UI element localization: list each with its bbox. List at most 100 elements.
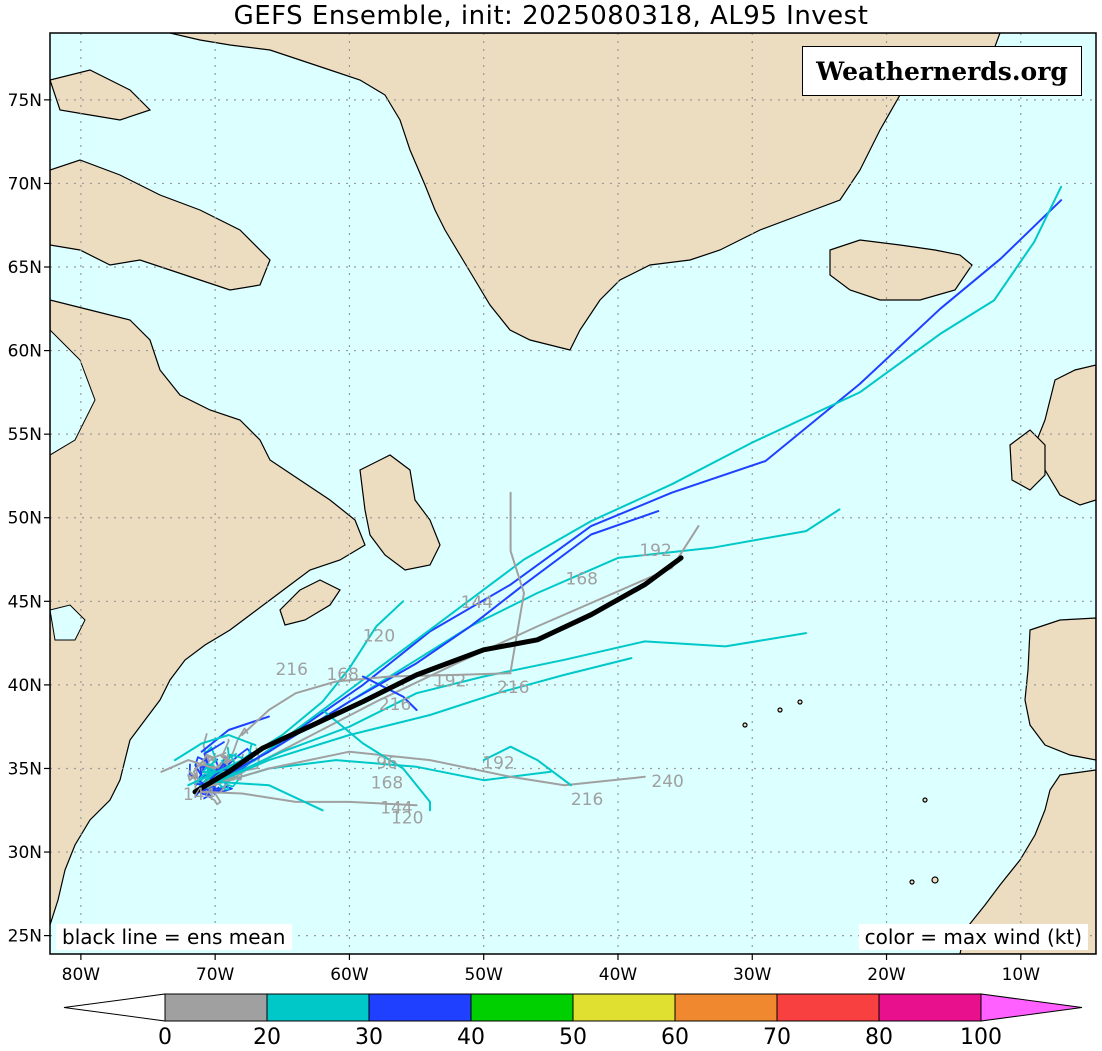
member-track xyxy=(194,185,1063,793)
member-track xyxy=(321,709,431,812)
lat-label: 65N xyxy=(8,258,42,278)
member-track xyxy=(509,491,525,673)
arctic-islands xyxy=(50,69,152,121)
ireland xyxy=(1009,429,1046,491)
member-track xyxy=(200,790,418,807)
north-america xyxy=(50,299,366,926)
azores xyxy=(777,707,783,713)
lat-label: 35N xyxy=(8,759,42,779)
member-track xyxy=(214,780,324,812)
british-isles xyxy=(1034,364,1096,506)
forecast-hour-label: 168 xyxy=(326,665,358,685)
colorbar-cell xyxy=(674,993,778,1022)
lon-label: 40W xyxy=(599,965,638,985)
forecast-hour-label: 192 xyxy=(639,541,671,561)
legend-color-note: color = max wind (kt) xyxy=(858,924,1088,950)
colorbar-over-arrow xyxy=(980,993,1083,1022)
colorbar-cell xyxy=(266,993,370,1022)
member-track xyxy=(199,763,232,777)
greenland xyxy=(169,33,1001,351)
lat-label: 30N xyxy=(8,843,42,863)
colorbar-label: 30 xyxy=(355,1025,383,1050)
graticule xyxy=(50,33,1096,954)
colorbar-label: 50 xyxy=(559,1025,587,1050)
member-track xyxy=(192,752,227,783)
member-track xyxy=(194,199,1063,793)
iceland xyxy=(829,239,973,301)
member-track xyxy=(215,778,240,791)
member-track xyxy=(241,672,512,736)
forecast-hour-label: 240 xyxy=(651,772,683,792)
member-track xyxy=(217,738,232,777)
lat-label: 60N xyxy=(8,342,42,362)
legend-mean-note: black line = ens mean xyxy=(56,924,292,950)
colorbar-cell xyxy=(572,993,676,1022)
forecast-hour-label: 216 xyxy=(275,660,307,680)
ensemble-tracks xyxy=(160,185,1063,812)
colorbar-label: 0 xyxy=(158,1025,172,1050)
wind-colorbar: 0 20 30 40 50 60 70 80 100 xyxy=(63,993,1083,1050)
member-track xyxy=(361,675,418,711)
map-frame xyxy=(49,32,1097,955)
colorbar-cell xyxy=(164,993,268,1022)
newfoundland xyxy=(359,454,441,571)
member-track xyxy=(482,745,572,787)
colorbar-under-arrow xyxy=(63,993,166,1022)
lon-label: 80W xyxy=(62,965,101,985)
lat-label: 75N xyxy=(8,91,42,111)
lon-label: 60W xyxy=(330,965,369,985)
member-track xyxy=(200,750,646,790)
colorbar-cell xyxy=(878,993,982,1022)
forecast-hour-label: 192 xyxy=(434,672,466,692)
forecast-hour-label: 144 xyxy=(380,799,412,819)
lat-label: 40N xyxy=(8,676,42,696)
forecast-hour-label: 120 xyxy=(363,626,395,646)
forecast-hour-label: 192 xyxy=(482,753,514,773)
member-track xyxy=(196,764,217,786)
lat-label: 45N xyxy=(8,592,42,612)
forecast-hour-label: 120 xyxy=(391,809,423,829)
member-track xyxy=(200,632,807,790)
colorbar-label: 20 xyxy=(253,1025,281,1050)
forecast-hour-label: 96 xyxy=(376,753,398,773)
member-track xyxy=(200,510,660,790)
hudson-bay-edge xyxy=(50,329,96,456)
forecast-hour-label: 216 xyxy=(571,790,603,810)
colorbar-label: 60 xyxy=(661,1025,689,1050)
africa xyxy=(959,769,1096,954)
forecast-hour-label: 216 xyxy=(497,678,529,698)
forecast-hour-label: 216 xyxy=(379,695,411,715)
lat-label: 55N xyxy=(8,425,42,445)
nova-scotia xyxy=(279,579,341,626)
lat-label: 25N xyxy=(8,927,42,947)
map-title: GEFS Ensemble, init: 2025080318, AL95 In… xyxy=(233,1,869,31)
member-track xyxy=(173,734,257,762)
site-logo: Weathernerds.org xyxy=(802,46,1082,96)
colorbar-label: 70 xyxy=(763,1025,791,1050)
lon-label: 10W xyxy=(1002,965,1041,985)
member-track xyxy=(200,715,270,753)
member-track xyxy=(200,786,222,806)
ensemble-mean-track xyxy=(192,555,684,795)
forecast-hour-label: 168 xyxy=(371,774,403,794)
forecast-hour-label: 144 xyxy=(461,593,493,613)
lat-label: 50N xyxy=(8,509,42,529)
colorbar-label: 100 xyxy=(960,1025,1002,1050)
forecast-hour-label: 168 xyxy=(566,570,598,590)
map-axes: 75N 70N 65N 60N 55N 50N 45N 40N 35N 30N 25N 80W 70W 6… xyxy=(8,91,1041,985)
great-lakes xyxy=(50,604,86,641)
lon-label: 20W xyxy=(867,965,906,985)
colorbar-cell xyxy=(368,993,472,1022)
lon-label: 50W xyxy=(464,965,503,985)
lon-label: 30W xyxy=(733,965,772,985)
colorbar-cell xyxy=(470,993,574,1022)
colorbar-label: 80 xyxy=(865,1025,893,1050)
colorbar-label: 40 xyxy=(457,1025,485,1050)
member-track xyxy=(160,759,217,773)
colorbar-cell xyxy=(776,993,880,1022)
forecast-hour-label: 144 xyxy=(183,785,215,805)
member-track xyxy=(200,657,633,790)
lon-label: 70W xyxy=(196,965,235,985)
